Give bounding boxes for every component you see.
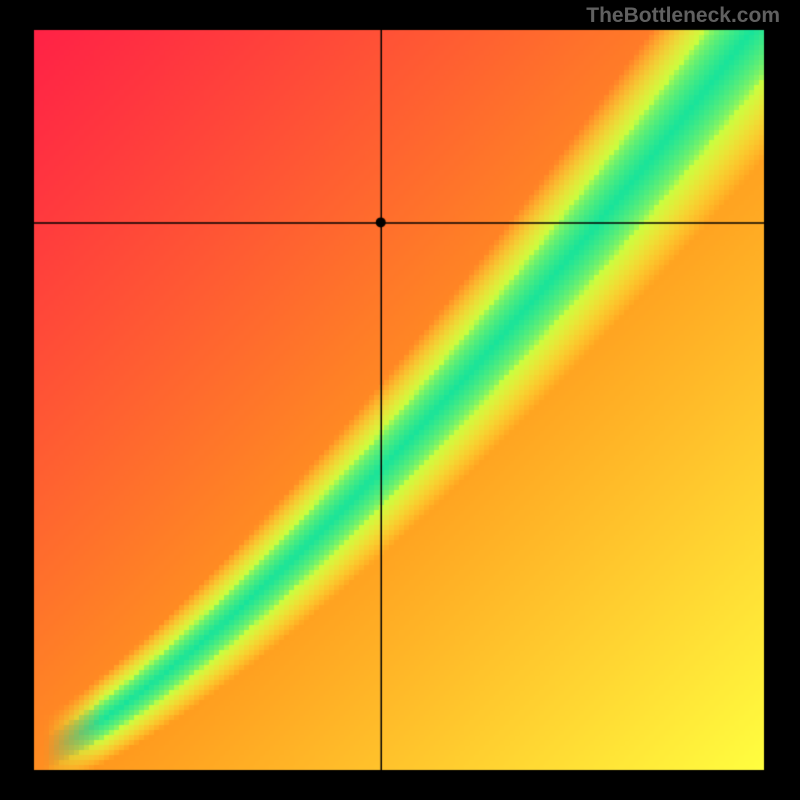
- watermark-text: TheBottleneck.com: [586, 4, 780, 28]
- chart-container: TheBottleneck.com: [0, 0, 800, 800]
- bottleneck-heatmap: [0, 0, 800, 800]
